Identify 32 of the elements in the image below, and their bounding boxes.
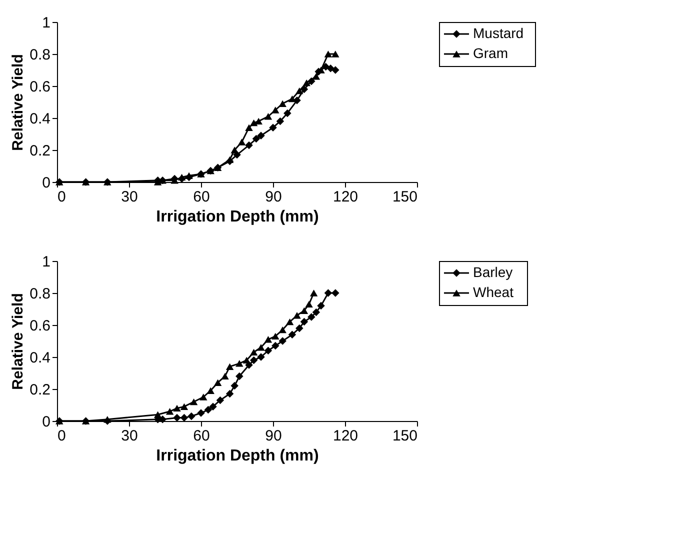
- y-tick-label: 0.4: [30, 350, 50, 366]
- x-axis-title: Irrigation Depth (mm): [156, 208, 319, 226]
- legend-label: Wheat: [473, 284, 514, 300]
- x-tick-label: 150: [392, 428, 418, 444]
- x-tick-label: 30: [121, 188, 138, 206]
- y-tick-label: 0.6: [30, 78, 50, 96]
- legend-label: Barley: [473, 264, 513, 280]
- legend-label: Gram: [473, 45, 508, 61]
- y-tick-label: 0.8: [30, 286, 50, 302]
- y-axis-title: Relative Yield: [10, 293, 27, 390]
- y-tick-label: 0: [42, 414, 50, 430]
- x-tick-label: 90: [265, 428, 282, 444]
- x-tick-label: 0: [58, 428, 66, 444]
- x-tick-label: 30: [121, 428, 138, 444]
- y-tick-label: 0.4: [30, 110, 50, 128]
- x-tick-label: 60: [193, 428, 210, 444]
- y-tick-label: 0.2: [30, 382, 50, 398]
- legend-label: Mustard: [473, 25, 524, 41]
- x-tick-label: 120: [332, 428, 358, 444]
- y-tick-label: 0.2: [30, 142, 50, 160]
- x-axis-title: Irrigation Depth (mm): [156, 448, 319, 464]
- x-tick-label: 60: [193, 188, 210, 206]
- x-tick-label: 150: [392, 188, 418, 206]
- y-tick-label: 0.8: [30, 46, 50, 64]
- y-tick-label: 1: [42, 14, 50, 32]
- y-axis-title: Relative Yield: [10, 54, 27, 151]
- y-tick-label: 0: [42, 174, 50, 192]
- x-tick-label: 120: [332, 188, 358, 206]
- x-tick-label: 90: [265, 188, 282, 206]
- x-tick-label: 0: [58, 188, 66, 206]
- y-tick-label: 1: [42, 254, 50, 270]
- y-tick-label: 0.6: [30, 318, 50, 334]
